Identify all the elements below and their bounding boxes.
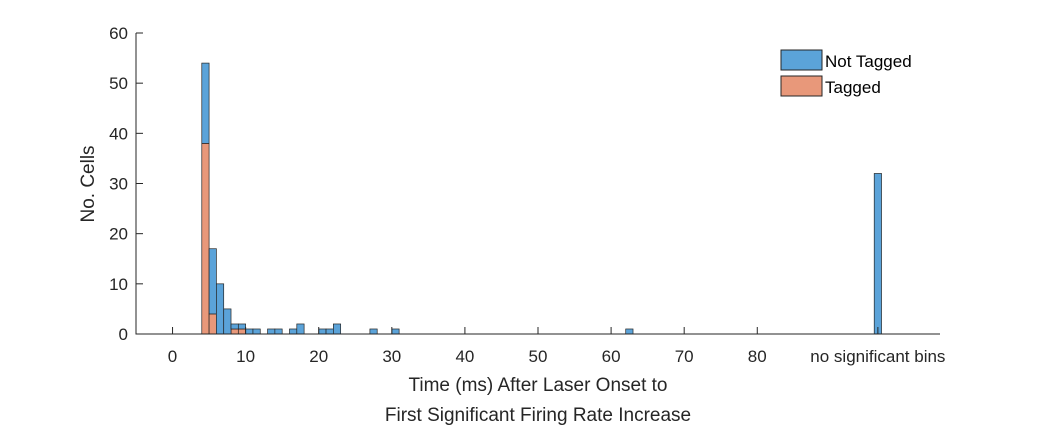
y-tick-label: 0 — [119, 325, 128, 344]
bar-not-tagged — [325, 328, 334, 335]
y-axis-title: No. Cells — [78, 145, 99, 222]
bar-not-tagged — [245, 328, 254, 335]
x-tick-label: 20 — [309, 347, 328, 366]
x-tick-label: 40 — [455, 347, 474, 366]
legend-swatch-tagged — [780, 75, 823, 97]
bar-not-tagged — [237, 323, 246, 330]
y-tick-label: 10 — [109, 275, 128, 294]
legend-swatch-not-tagged — [780, 49, 823, 71]
bar-not-tagged — [216, 283, 225, 335]
y-tick-label: 20 — [109, 225, 128, 244]
bar-not-tagged — [252, 328, 261, 335]
bar-not-tagged — [201, 62, 210, 144]
bar-not-tagged — [208, 248, 217, 315]
y-tick-label: 40 — [109, 124, 128, 143]
bar-not-tagged — [391, 328, 400, 335]
legend: Not Tagged Tagged — [780, 49, 912, 97]
y-tick-label: 60 — [109, 24, 128, 43]
bar-not-tagged — [318, 328, 327, 335]
bar-not-tagged — [289, 328, 298, 335]
legend-label-tagged: Tagged — [825, 78, 881, 97]
x-tick-label: 70 — [675, 347, 694, 366]
x-tick-label: no significant bins — [810, 347, 945, 366]
x-tick-label: 50 — [529, 347, 548, 366]
x-tick-label: 10 — [236, 347, 255, 366]
bar-not-tagged — [333, 323, 342, 335]
bar-not-tagged — [873, 173, 882, 335]
bar-tagged — [237, 328, 246, 335]
bar-not-tagged — [230, 323, 239, 330]
bar-not-tagged — [296, 323, 305, 335]
x-axis-title-line-2: First Significant Firing Rate Increase — [385, 405, 691, 426]
bar-tagged — [230, 328, 239, 335]
y-tick-label: 50 — [109, 74, 128, 93]
axes-lines — [135, 33, 940, 335]
legend-label-not-tagged: Not Tagged — [825, 52, 912, 71]
x-tick-label: 30 — [382, 347, 401, 366]
bar-not-tagged — [625, 328, 634, 335]
bar-not-tagged — [267, 328, 276, 335]
bar-tagged — [201, 143, 210, 335]
ticks-layer: 0 10 20 30 40 50 60 0 10 20 30 40 50 60 70 80 no signifi… — [109, 24, 945, 366]
bar-not-tagged — [223, 308, 232, 335]
bar-tagged — [208, 313, 217, 335]
bar-not-tagged — [274, 328, 283, 335]
bar-not-tagged — [369, 328, 378, 335]
y-tick-label: 30 — [109, 175, 128, 194]
x-axis-title-line-1: Time (ms) After Laser Onset to — [408, 375, 667, 396]
x-tick-label: 0 — [168, 347, 177, 366]
x-tick-label: 60 — [602, 347, 621, 366]
x-tick-label: 80 — [748, 347, 767, 366]
